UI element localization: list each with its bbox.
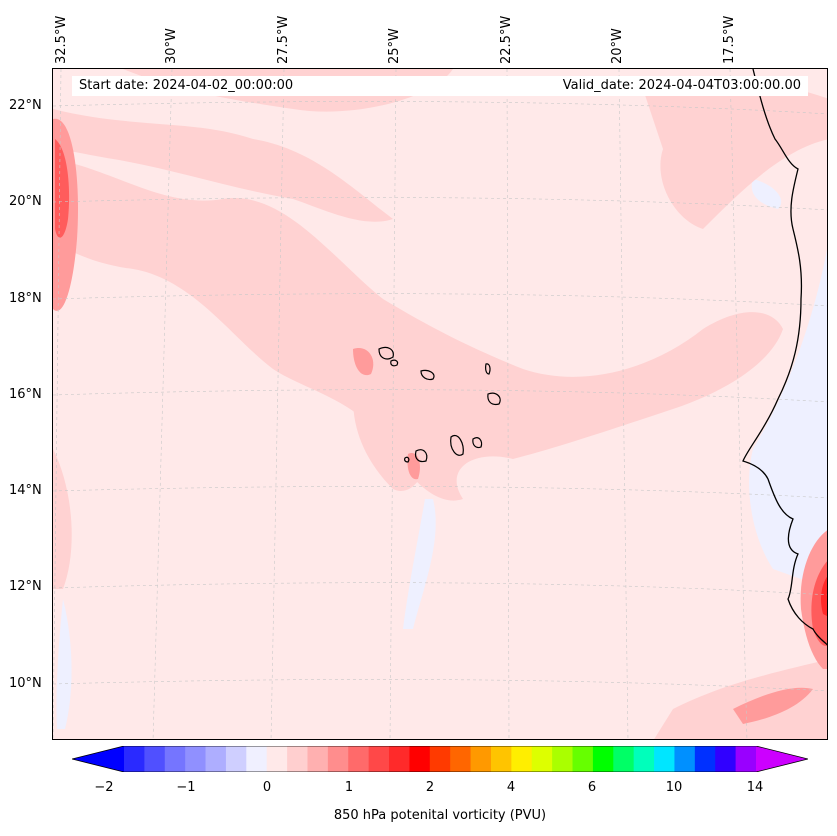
pv-patch-cape-verde <box>353 348 374 376</box>
african-coastline <box>742 69 827 646</box>
colorbar-label: 850 hPa potenital vorticity (PVU) <box>333 808 547 823</box>
colorbar-tick-label: −2 <box>94 780 114 795</box>
pv-band-center <box>353 396 426 491</box>
lon-label-22-5w: 22.5°W <box>499 15 514 64</box>
colorbar-extend-min <box>72 746 124 772</box>
colorbar-segment <box>613 746 635 772</box>
lon-label-17-5w: 17.5°W <box>722 15 737 64</box>
colorbar-segment <box>164 746 186 772</box>
colorbar-segment <box>389 746 411 772</box>
colorbar-segment <box>124 746 145 772</box>
colorbar <box>72 746 808 772</box>
cape-verde-islands <box>378 346 501 463</box>
colorbar-segment <box>592 746 614 772</box>
colorbar-segment <box>409 746 431 772</box>
colorbar-tick-label: 4 <box>506 780 516 795</box>
pv-field-map <box>53 69 827 739</box>
colorbar-segment <box>327 746 349 772</box>
colorbar-segment <box>470 746 492 772</box>
pv-band-main <box>53 159 783 501</box>
lon-label-30w: 30°W <box>164 28 179 64</box>
lat-label-12n: 12°N <box>9 579 42 594</box>
graticule <box>53 69 827 739</box>
pv-core-west <box>55 139 70 238</box>
pv-band-southwest <box>53 449 72 589</box>
colorbar-segment <box>531 746 553 772</box>
pv-core-southeast-inner <box>821 576 827 616</box>
pv-patch-south-coast <box>733 687 813 724</box>
lat-label-10n: 10°N <box>9 676 42 691</box>
colorbar-segment <box>185 746 207 772</box>
colorbar-segment <box>266 746 288 772</box>
negative-pv-region-north-east <box>751 179 782 209</box>
colorbar-segment <box>654 746 676 772</box>
colorbar-segment <box>368 746 390 772</box>
negative-pv-region-west <box>56 599 72 729</box>
colorbar-segment <box>511 746 533 772</box>
lon-label-27-5w: 27.5°W <box>276 15 291 64</box>
map-panel <box>52 68 828 740</box>
colorbar-segment <box>715 746 737 772</box>
colorbar-segment <box>633 746 655 772</box>
negative-pv-region-east <box>749 249 827 589</box>
colorbar-extend-max <box>756 746 808 772</box>
colorbar-segment <box>348 746 370 772</box>
pv-band-north <box>53 109 393 222</box>
lat-label-18n: 18°N <box>9 291 42 306</box>
colorbar-ticks: −2 −1 0 1 2 4 6 10 14 <box>0 778 837 798</box>
colorbar-segment <box>144 746 166 772</box>
colorbar-segment <box>429 746 451 772</box>
lon-label-20w: 20°W <box>610 28 625 64</box>
colorbar-segment <box>450 746 472 772</box>
colorbar-segment <box>490 746 512 772</box>
lon-label-25w: 25°W <box>387 28 402 64</box>
colorbar-tick-label: 14 <box>746 780 764 795</box>
colorbar-tick-label: 6 <box>587 780 597 795</box>
colorbar-tick-label: −1 <box>176 780 196 795</box>
colorbar-segment <box>552 746 574 772</box>
lat-label-14n: 14°N <box>9 483 42 498</box>
pv-band-northeast <box>643 78 827 229</box>
colorbar-segment <box>694 746 716 772</box>
colorbar-segment <box>674 746 696 772</box>
colorbar-tick-label: 10 <box>665 780 683 795</box>
lat-label-16n: 16°N <box>9 387 42 402</box>
colorbar-segment <box>205 746 227 772</box>
lon-label-32-5w: 32.5°W <box>54 15 69 64</box>
valid-date-text: Valid_date: 2024-04-04T03:00:00.00 <box>562 78 801 93</box>
pv-band-southeast <box>654 659 827 739</box>
pv-core-southeast <box>811 561 827 646</box>
colorbar-segment <box>307 746 329 772</box>
colorbar-segment <box>246 746 268 772</box>
lat-label-22n: 22°N <box>9 98 42 113</box>
colorbar-segment <box>735 746 757 772</box>
colorbar-segment <box>287 746 309 772</box>
start-date-text: Start date: 2024-04-02_00:00:00 <box>79 78 294 93</box>
lat-label-20n: 20°N <box>9 194 42 209</box>
colorbar-tick-label: 2 <box>425 780 435 795</box>
colorbar-segment <box>225 746 247 772</box>
colorbar-tick-label: 1 <box>344 780 354 795</box>
colorbar-tick-label: 0 <box>262 780 272 795</box>
colorbar-segment <box>572 746 594 772</box>
date-info-box: Start date: 2024-04-02_00:00:00 Valid_da… <box>72 76 808 96</box>
negative-pv-region-south <box>403 499 436 629</box>
